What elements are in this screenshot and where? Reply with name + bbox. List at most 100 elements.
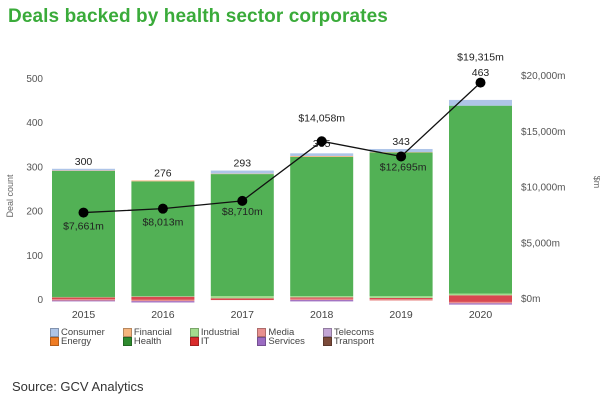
investment-point (78, 207, 89, 218)
bar-segment-it (369, 297, 433, 300)
chart-area: 0 100 200 300 400 500 $0m $5,000m $10,000m $15,0… (5, 52, 600, 321)
investment-label: $7,661m (63, 221, 104, 233)
legend-label: Financial (133, 327, 172, 338)
bar-segment-industrial (449, 293, 512, 296)
legend-label: Energy (61, 336, 92, 347)
chart-title: Deals backed by health sector corporates (8, 6, 388, 27)
legend-swatch (257, 337, 267, 346)
bar-segment-health (52, 170, 115, 297)
legend-label: Transport (333, 336, 375, 347)
legend-item-health: Health (122, 336, 172, 347)
legend-item-industrial: Industrial (189, 327, 240, 338)
investment-label: $12,695m (380, 161, 427, 173)
bar-segment-health (210, 174, 274, 297)
y2-tick-label: $5,000m (521, 238, 560, 249)
bar-segment-industrial (290, 296, 354, 298)
investment-line (83, 82, 481, 214)
bar-segment-it (449, 295, 512, 302)
legend-item-energy: Energy (50, 337, 105, 346)
y-tick-label: 500 (26, 74, 43, 85)
bar-segment-health (131, 181, 195, 297)
investment-point (316, 136, 327, 147)
bar-segment-consumer (210, 170, 274, 174)
bar-total-label: 276 (154, 167, 172, 179)
x-tick-label: 2017 (231, 309, 255, 321)
bar-segment-consumer (449, 99, 512, 106)
bar-segment-consumer (52, 168, 115, 171)
legend-item-consumer: Consumer (50, 328, 105, 337)
bar-total-label: 300 (75, 156, 93, 168)
legend-swatch (322, 337, 332, 346)
investment-point (237, 195, 248, 206)
x-tick-label: 2019 (389, 309, 413, 321)
bar-segment-it (290, 297, 354, 299)
y2-tick-label: $10,000m (521, 183, 565, 194)
y-tick-label: 300 (26, 162, 43, 173)
y2-tick-label: $20,000m (521, 71, 565, 82)
investment-label: $14,058m (298, 112, 345, 124)
bar-segment-financial (290, 155, 354, 157)
investment-label: $8,013m (142, 217, 183, 229)
bar-total-label: 463 (472, 67, 490, 79)
y-tick-label: 0 (37, 295, 43, 306)
x-tick-label: 2015 (72, 309, 96, 321)
bar-segment-media (369, 299, 433, 301)
bar-segment-services (52, 300, 115, 302)
bar-segment-media (52, 299, 115, 301)
legend-label: Telecoms (333, 327, 374, 338)
legend-label: Industrial (200, 327, 240, 338)
y2-tick-label: $0m (521, 294, 540, 305)
bar-total-label: 293 (234, 158, 252, 170)
legend-swatch (122, 328, 132, 337)
legend-item-transport: Transport (322, 336, 375, 347)
legend-swatch (322, 328, 332, 337)
legend-item-services: Services (257, 336, 305, 347)
bar-segment-services (131, 301, 195, 303)
x-tick-label: 2020 (469, 309, 493, 321)
bar-segment-health (369, 152, 433, 297)
bar-segment-health (449, 105, 512, 294)
legend-label: Health (133, 336, 162, 347)
legend-swatch (189, 328, 199, 337)
legend-label: IT (200, 336, 210, 347)
legend-label: Media (268, 327, 295, 338)
bar-segment-media (290, 298, 354, 301)
legend-label: Services (268, 336, 305, 347)
investment-label: $8,710m (222, 206, 263, 218)
legend-swatch (50, 328, 59, 337)
x-tick-label: 2018 (310, 309, 334, 321)
legend-swatch (189, 337, 199, 346)
investment-point (396, 151, 407, 162)
bar-segment-services (290, 300, 354, 302)
bar-segment-financial (131, 180, 195, 182)
investment-point (157, 203, 168, 214)
y-axis-title: Deal count (5, 174, 15, 218)
bar-segment-it (131, 296, 195, 300)
bar-segment-it (210, 298, 274, 301)
bar-segment-it (52, 297, 115, 300)
y-tick-label: 400 (26, 118, 43, 129)
bar-segment-industrial (369, 296, 433, 298)
investment-label: $19,315m (457, 52, 504, 64)
legend-label: Consumer (61, 327, 105, 338)
y-tick-label: 200 (26, 207, 43, 218)
bar-segment-media (449, 301, 512, 304)
legend-item-it: IT (189, 336, 240, 347)
bar-total-label: 343 (392, 136, 410, 148)
legend: Consumer Financial Industrial Media Telecoms… (50, 328, 374, 346)
bar-segment-industrial (210, 296, 274, 299)
x-tick-label: 2016 (151, 309, 175, 321)
y2-tick-label: $15,000m (521, 127, 565, 138)
legend-item-telecoms: Telecoms (322, 327, 374, 338)
legend-item-media: Media (257, 328, 304, 337)
bar-segment-services (449, 303, 512, 305)
legend-swatch (122, 337, 132, 346)
y-tick-label: 100 (26, 251, 43, 262)
bar-segment-media (131, 299, 195, 302)
y2-axis-title: $m (592, 176, 600, 189)
legend-item-financial: Financial (122, 327, 172, 338)
bar-segment-health (290, 156, 354, 297)
legend-swatch (257, 328, 267, 337)
bar-segment-consumer (369, 148, 433, 153)
investment-point (475, 77, 486, 88)
